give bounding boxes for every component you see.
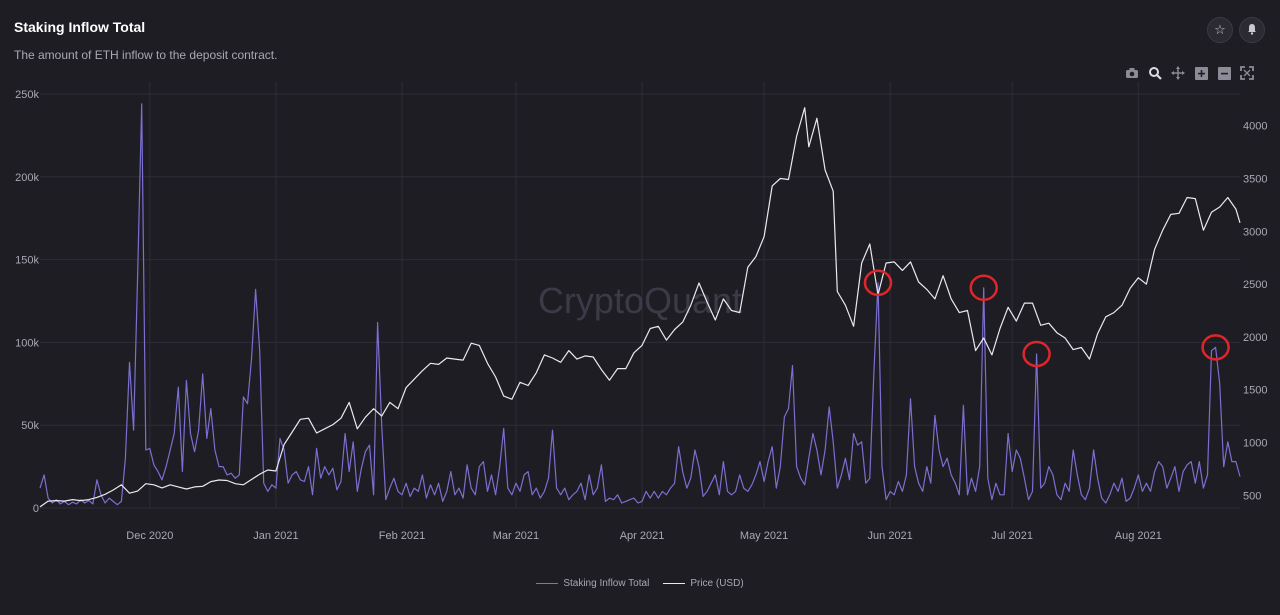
legend-label: Staking Inflow Total	[563, 578, 650, 589]
highlight-circle	[1022, 340, 1051, 368]
highlight-circle	[863, 269, 893, 297]
y-left-tick-label: 50k	[21, 420, 39, 432]
annotations	[863, 269, 1230, 368]
x-tick-label: May 2021	[740, 530, 788, 542]
grid	[40, 82, 1240, 509]
x-tick-label: Apr 2021	[620, 530, 665, 542]
staking-inflow-line	[39, 103, 1241, 506]
y-right-tick-label: 3500	[1243, 173, 1267, 185]
y-right-tick-label: 1500	[1243, 385, 1267, 397]
chart-toolbar	[1125, 66, 1254, 80]
highlight-circle	[1201, 334, 1230, 361]
zoom-in-icon[interactable]	[1194, 66, 1208, 80]
star-icon: ☆	[1214, 22, 1226, 37]
x-tick-label: Dec 2020	[126, 530, 173, 542]
y-right-tick-label: 4000	[1243, 121, 1267, 133]
legend-swatch	[536, 583, 559, 584]
legend-swatch	[663, 583, 686, 584]
y-left-tick-label: 100k	[15, 337, 39, 349]
y-left-tick-label: 150k	[15, 255, 39, 267]
alert-button[interactable]	[1239, 17, 1265, 43]
y-right-tick-label: 3000	[1243, 226, 1267, 238]
favorite-button[interactable]: ☆	[1207, 17, 1233, 43]
x-tick-label: Aug 2021	[1115, 530, 1162, 542]
x-tick-label: Jan 2021	[253, 530, 298, 542]
bell-icon	[1246, 23, 1258, 38]
chart-subtitle: The amount of ETH inflow to the deposit …	[14, 48, 278, 62]
y-left-tick-label: 250k	[15, 89, 39, 101]
watermark: CryptoQuant	[538, 280, 742, 321]
x-tick-label: Jun 2021	[868, 530, 913, 542]
y-right-tick-label: 500	[1243, 490, 1261, 502]
y-right-tick-label: 2000	[1243, 332, 1267, 344]
y-right-tick-label: 2500	[1243, 279, 1267, 291]
axes: Dec 2020 Jan 2021 Feb 2021 Mar 2021 Apr 2021…	[15, 89, 1267, 542]
y-left-tick-label: 200k	[15, 172, 39, 184]
legend-item-price[interactable]: Price (USD)	[663, 578, 744, 589]
highlight-circle	[969, 274, 998, 302]
x-tick-label: Mar 2021	[493, 530, 539, 542]
zoom-icon[interactable]	[1148, 66, 1162, 80]
price-line	[39, 107, 1241, 508]
chart-title: Staking Inflow Total	[14, 19, 146, 35]
autoscale-icon[interactable]	[1240, 66, 1254, 80]
camera-icon[interactable]	[1125, 66, 1139, 80]
x-tick-label: Feb 2021	[379, 530, 425, 542]
y-right-tick-label: 1000	[1243, 438, 1267, 450]
x-tick-label: Jul 2021	[991, 530, 1033, 542]
series-layer	[39, 103, 1241, 508]
zoom-out-icon[interactable]	[1217, 66, 1231, 80]
pan-icon[interactable]	[1171, 66, 1185, 80]
legend-item-staking[interactable]: Staking Inflow Total	[536, 578, 649, 589]
legend-label: Price (USD)	[690, 578, 744, 589]
y-left-tick-label: 0	[33, 503, 39, 515]
legend: Staking Inflow Total Price (USD)	[0, 578, 1280, 589]
